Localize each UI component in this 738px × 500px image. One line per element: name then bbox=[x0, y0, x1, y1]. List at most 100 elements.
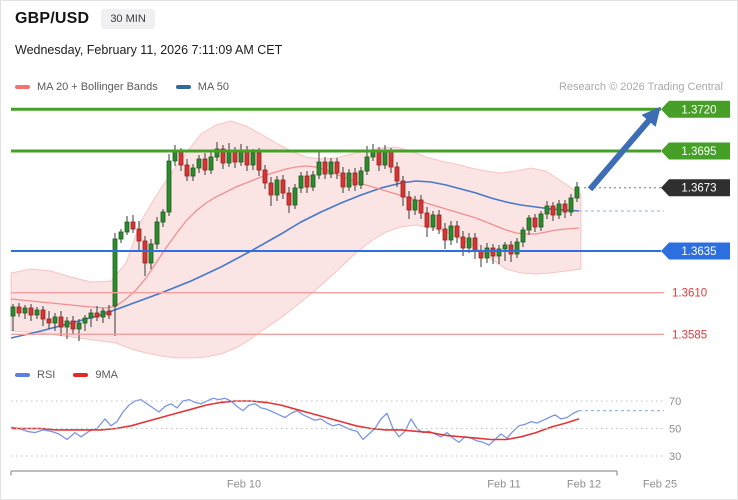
price-level-label: 1.3695 bbox=[681, 146, 716, 158]
candle-body-down bbox=[40, 309, 46, 320]
x-axis-date-label: Feb 10 bbox=[227, 479, 261, 491]
candle-body-up bbox=[118, 231, 124, 240]
candle-body-up bbox=[208, 156, 214, 171]
candle-body-up bbox=[82, 317, 88, 324]
price-tag bbox=[661, 100, 730, 118]
candle-body-down bbox=[262, 169, 268, 184]
legend-label: RSI bbox=[37, 369, 56, 381]
candle-body-up bbox=[466, 237, 472, 249]
candle-body-up bbox=[556, 203, 562, 216]
candle-body-up bbox=[22, 307, 28, 314]
candle-body-up bbox=[544, 205, 550, 215]
candle-body-down bbox=[418, 199, 424, 214]
x-axis-date-label: Feb 11 bbox=[487, 479, 520, 491]
candle-body-up bbox=[328, 161, 334, 175]
candle-body-up bbox=[52, 316, 58, 324]
candle-body-up bbox=[514, 241, 520, 255]
candle-body-down bbox=[94, 312, 100, 318]
candle-body-down bbox=[334, 161, 340, 174]
last-price-tag bbox=[661, 179, 730, 197]
price-level-label: 1.3635 bbox=[681, 246, 716, 258]
price-tag bbox=[661, 142, 730, 160]
x-axis-date-label: Feb 25 bbox=[643, 479, 677, 491]
candle-body-up bbox=[346, 172, 352, 188]
legend-item-ma50: MA 50 bbox=[175, 81, 229, 93]
candle-body-up bbox=[448, 225, 454, 241]
candle-body-down bbox=[232, 150, 238, 163]
candle-body-up bbox=[226, 150, 232, 164]
legend-item-9ma: 9MA bbox=[73, 369, 118, 381]
candle-body-up bbox=[364, 156, 370, 172]
candle-body-down bbox=[70, 320, 76, 330]
candle-body-up bbox=[250, 152, 256, 166]
chart-datetime: Wednesday, February 11, 2026 7:11:09 AM … bbox=[15, 43, 283, 57]
candle-body-up bbox=[316, 161, 322, 176]
bollinger-band-area bbox=[10, 120, 582, 359]
candle-body-up bbox=[310, 174, 316, 188]
candle-body-down bbox=[424, 212, 430, 228]
candle-body-down bbox=[562, 203, 568, 213]
candle-body-up bbox=[100, 310, 106, 318]
candle-body-up bbox=[292, 187, 298, 206]
candle-body-up bbox=[166, 160, 172, 213]
research-credit: Research © 2026 Trading Central bbox=[558, 81, 723, 93]
candle-body-down bbox=[478, 250, 484, 259]
candle-body-up bbox=[496, 248, 502, 257]
ma20-line bbox=[10, 165, 580, 309]
candle-body-down bbox=[352, 172, 358, 186]
candle-body-down bbox=[376, 150, 382, 166]
price-level-label: 1.3585 bbox=[672, 329, 707, 341]
candle-body-up bbox=[502, 244, 508, 250]
candle-body-down bbox=[46, 318, 52, 324]
rsi-tick-label: 50 bbox=[669, 424, 681, 436]
candle-body-down bbox=[406, 196, 412, 211]
x-axis: Feb 10 Feb 11 Feb 12 Feb 25 bbox=[10, 470, 677, 491]
candle-body-up bbox=[484, 247, 490, 259]
candle-body-down bbox=[400, 180, 406, 198]
ma50-swatch-icon bbox=[175, 85, 191, 89]
candle-body-down bbox=[460, 236, 466, 249]
candle-body-down bbox=[508, 244, 514, 255]
price-level-label: 1.3610 bbox=[672, 288, 707, 300]
candle-body-down bbox=[442, 228, 448, 241]
legend-label: MA 20 + Bollinger Bands bbox=[37, 81, 158, 93]
candle-body-up bbox=[148, 243, 154, 264]
candle-body-down bbox=[304, 175, 310, 188]
candle-body-down bbox=[268, 182, 274, 196]
candle-body-down bbox=[394, 166, 400, 182]
legend-label: 9MA bbox=[95, 369, 118, 381]
last-price-label: 1.3673 bbox=[681, 183, 716, 195]
candle-body-down bbox=[16, 306, 22, 314]
candle-body-down bbox=[322, 161, 328, 175]
candle-body-down bbox=[184, 164, 190, 177]
candle-body-up bbox=[538, 213, 544, 228]
candle-body-up bbox=[274, 179, 280, 196]
legend-item-rsi: RSI bbox=[15, 369, 55, 381]
candle-body-up bbox=[154, 221, 160, 245]
candle-body-up bbox=[112, 238, 118, 307]
candle-body-up bbox=[568, 197, 574, 213]
candle-body-up bbox=[382, 151, 388, 166]
rsi-tick-label: 30 bbox=[669, 451, 681, 463]
candle-body-down bbox=[178, 151, 184, 166]
candle-body-down bbox=[550, 205, 556, 216]
candle-body-up bbox=[64, 320, 70, 328]
candle-body-up bbox=[34, 309, 40, 316]
price-levels-group: 1.3720 1.3695 1.3673 1.3635 1.3610 1.3585 bbox=[11, 100, 730, 341]
legend-item-ma20-bollinger: MA 20 + Bollinger Bands bbox=[15, 81, 158, 93]
candle-body-up bbox=[526, 217, 532, 231]
candle-body-down bbox=[532, 217, 538, 228]
candle-body-down bbox=[340, 172, 346, 188]
candle-body-down bbox=[58, 316, 64, 328]
candle-body-up bbox=[520, 229, 526, 243]
rsi-legend: RSI 9MA bbox=[15, 369, 118, 381]
candle-body-up bbox=[214, 148, 220, 158]
candle-body-up bbox=[298, 175, 304, 189]
main-chart-legend: MA 20 + Bollinger Bands MA 50 bbox=[15, 81, 229, 93]
candle-body-up bbox=[190, 167, 196, 177]
candle-body-up bbox=[196, 158, 202, 169]
chart-header: GBP/USD 30 MIN bbox=[15, 9, 155, 29]
candle-body-up bbox=[412, 199, 418, 211]
